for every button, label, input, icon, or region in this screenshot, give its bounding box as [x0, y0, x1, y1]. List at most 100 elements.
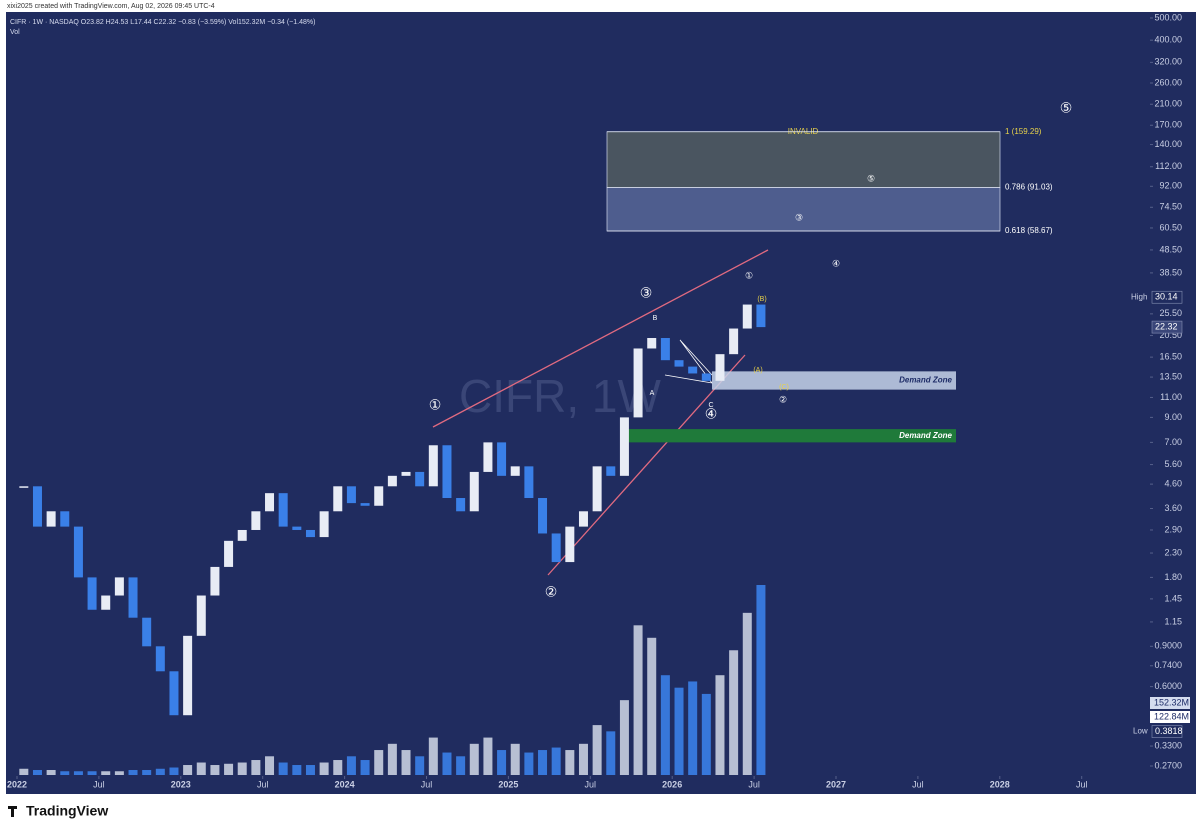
candle [483, 442, 493, 472]
watermark: CIFR, 1W [459, 370, 661, 422]
zone [606, 186, 1001, 232]
volume-bar [565, 750, 575, 775]
candle [387, 475, 397, 487]
x-tick-label: 2023 [171, 779, 191, 789]
price-tag-value: 22.32 [1155, 321, 1178, 331]
y-tick-label: 0.3300 [1154, 740, 1182, 750]
volume-bar [674, 687, 684, 775]
price-tag-value: 30.14 [1155, 292, 1178, 302]
wave-label: C [708, 402, 713, 409]
candle [251, 511, 261, 530]
candle [442, 445, 452, 499]
candle [210, 566, 220, 596]
volume-bar [101, 771, 111, 775]
candle [333, 486, 343, 512]
price-tag-box [1151, 725, 1183, 738]
lower-trend-line [547, 354, 746, 576]
y-tick-label: 48.50 [1159, 244, 1182, 254]
volume-bar [660, 675, 670, 775]
wave-label: ④ [832, 258, 840, 268]
volume-bar [633, 625, 643, 775]
candle [32, 486, 42, 527]
x-tick-label: Jul [93, 779, 105, 789]
wave-label: ① [745, 270, 753, 280]
candle [114, 577, 124, 596]
volume-bar [387, 743, 397, 775]
candle [305, 529, 315, 538]
candle [196, 595, 206, 636]
x-tick-label: 2022 [7, 779, 27, 789]
zone-label: Demand Zone [899, 376, 952, 385]
y-tick-label: 9.00 [1164, 412, 1182, 422]
candle [633, 348, 643, 418]
volume-bar [46, 770, 56, 775]
y-tick-label: 3.60 [1164, 503, 1182, 513]
author-line: xixi2025 created with TradingView.com, A… [7, 3, 215, 10]
candle [729, 328, 739, 355]
candle [524, 466, 534, 499]
wave-label: ③ [640, 285, 653, 301]
wave-label: (B) [757, 296, 766, 303]
trend-lines [432, 249, 769, 576]
x-tick-label: Jul [421, 779, 433, 789]
candle [360, 503, 370, 506]
wave-label: B [653, 315, 658, 322]
zone-label: Demand Zone [899, 431, 952, 440]
volume-bar [756, 585, 766, 775]
volume-bar [401, 750, 411, 775]
wave-label: ④ [705, 406, 718, 422]
volume-bar [73, 771, 83, 775]
candle [756, 304, 766, 328]
volume-tag-label: 122.84M [1154, 711, 1189, 721]
y-tick-label: 13.50 [1159, 371, 1182, 381]
price-tag-label: High [1131, 292, 1147, 301]
candle [401, 471, 411, 476]
candle [73, 526, 83, 578]
candle [538, 498, 548, 534]
volume-bar [305, 765, 315, 775]
y-tick-label: 1.80 [1164, 572, 1182, 582]
volume-bar [415, 756, 425, 775]
wave-label: (C) [779, 384, 789, 391]
price-tag-box [1151, 290, 1183, 304]
candle [142, 617, 152, 647]
volume-bar [278, 762, 288, 775]
volume-bar [237, 762, 247, 775]
volume-bar [183, 765, 193, 775]
volume-bar [606, 731, 616, 775]
volume-bar [60, 771, 70, 775]
x-tick-label: 2024 [335, 779, 355, 789]
volume-bar [251, 760, 261, 775]
volume-bar [483, 737, 493, 775]
volume-bar [374, 750, 384, 775]
zone [606, 131, 1001, 188]
fib-label: 0.786 (91.03) [1005, 182, 1053, 191]
y-tick-label: 20.50 [1159, 330, 1182, 340]
volume-bar [333, 760, 343, 775]
volume-bar [346, 756, 356, 775]
volume-bar [538, 750, 548, 775]
y-tick-label: 25.50 [1159, 308, 1182, 318]
volume-bar [169, 767, 179, 775]
wave-label: ⑤ [867, 173, 875, 183]
candle [565, 526, 575, 563]
zone [620, 429, 956, 443]
volume-bar [510, 743, 520, 775]
logo: TradingView [26, 803, 108, 819]
volume-bar [128, 770, 138, 775]
volume-bar [155, 768, 165, 775]
y-tick-label: 500.00 [1154, 12, 1182, 22]
triangle-lines [664, 339, 713, 384]
volume-bar [592, 725, 602, 775]
y-tick-label: 60.50 [1159, 222, 1182, 232]
candle [551, 533, 561, 563]
candle [688, 366, 698, 374]
volume-bar [524, 752, 534, 775]
volume-bar [442, 752, 452, 775]
zone [712, 371, 956, 390]
x-tick-label: 2026 [662, 779, 682, 789]
upper-trend-line [432, 249, 769, 428]
volume-tag-label: 152.32M [1154, 697, 1189, 707]
volume-bar [701, 693, 711, 775]
